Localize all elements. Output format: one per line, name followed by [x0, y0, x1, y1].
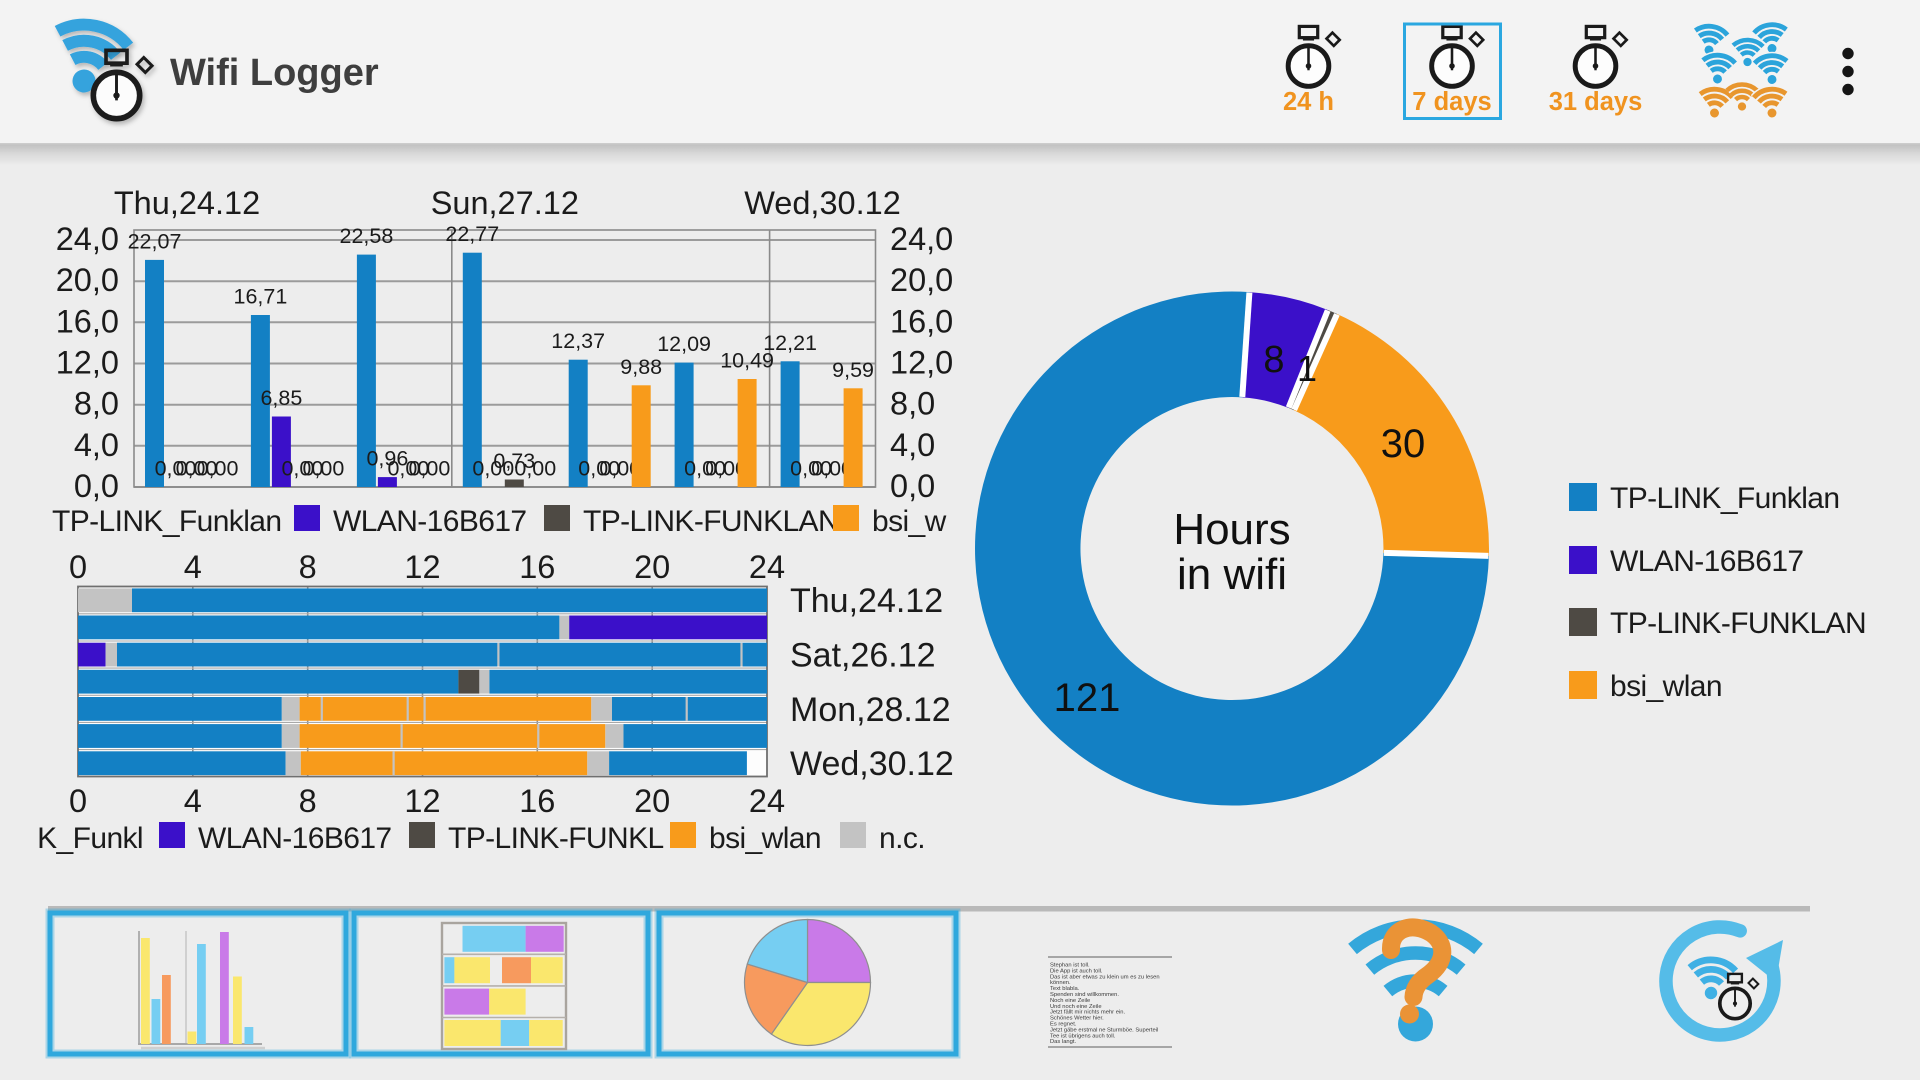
svg-text:8: 8	[299, 783, 317, 819]
svg-text:12,21: 12,21	[763, 331, 817, 355]
svg-text:20,0: 20,0	[56, 262, 119, 298]
svg-text:0,00: 0,00	[514, 457, 556, 481]
svg-text:0,00: 0,00	[281, 457, 323, 481]
svg-text:können.: können.	[1050, 980, 1071, 986]
svg-text:8: 8	[299, 549, 317, 585]
svg-text:Stephan ist toll.: Stephan ist toll.	[1050, 963, 1090, 969]
svg-text:0,96: 0,96	[366, 447, 408, 471]
svg-text:Und noch eine Zeile: Und noch eine Zeile	[1050, 1004, 1102, 1010]
svg-text:0,00: 0,00	[790, 457, 832, 481]
svg-text:WLAN-16B617: WLAN-16B617	[1610, 545, 1804, 578]
svg-text:0,00: 0,00	[197, 457, 239, 481]
svg-text:24 h: 24 h	[1283, 88, 1334, 116]
svg-text:Text blabla.: Text blabla.	[1050, 986, 1080, 992]
svg-text:4,0: 4,0	[890, 427, 935, 463]
svg-text:22,58: 22,58	[339, 224, 393, 248]
svg-text:0: 0	[69, 549, 87, 585]
svg-text:1: 1	[1297, 348, 1317, 389]
svg-text:16,0: 16,0	[890, 303, 953, 339]
svg-text:7 days: 7 days	[1412, 88, 1491, 116]
svg-text:Thu,24.12: Thu,24.12	[114, 185, 260, 221]
svg-text:Jetzt gäbe erstmal ne Sturmböe: Jetzt gäbe erstmal ne Sturmböe. Supertei…	[1050, 1027, 1158, 1033]
svg-text:Wed,30.12: Wed,30.12	[790, 745, 954, 783]
svg-text:Wifi Logger: Wifi Logger	[170, 52, 379, 94]
svg-text:0,00: 0,00	[302, 457, 344, 481]
svg-text:Tee ist übrigens auch toll.: Tee ist übrigens auch toll.	[1050, 1033, 1116, 1039]
svg-text:0,00: 0,00	[387, 457, 429, 481]
svg-text:0,00: 0,00	[472, 457, 514, 481]
svg-text:0,0: 0,0	[74, 468, 119, 504]
svg-text:bsi_wlan: bsi_wlan	[709, 822, 821, 855]
svg-text:Sat,26.12: Sat,26.12	[790, 637, 936, 675]
svg-text:10,49: 10,49	[720, 349, 774, 373]
svg-text:0,00: 0,00	[176, 457, 218, 481]
svg-text:0,0: 0,0	[890, 468, 935, 504]
svg-text:4: 4	[184, 549, 202, 585]
svg-text:Jetzt fällt mir nichts mehr ei: Jetzt fällt mir nichts mehr ein.	[1050, 1010, 1125, 1016]
svg-text:TP-LINK_Funklan: TP-LINK_Funklan	[1610, 482, 1839, 515]
svg-text:0: 0	[69, 783, 87, 819]
svg-text:12,0: 12,0	[890, 345, 953, 381]
svg-text:8,0: 8,0	[74, 386, 119, 422]
svg-text:4,0: 4,0	[74, 427, 119, 463]
svg-text:Hours: Hours	[1173, 505, 1290, 554]
svg-text:16,71: 16,71	[233, 285, 287, 309]
svg-text:Die App ist auch toll.: Die App ist auch toll.	[1050, 968, 1103, 974]
svg-text:Noch eine Zeile: Noch eine Zeile	[1050, 998, 1090, 1004]
svg-text:Spenden sind willkommen.: Spenden sind willkommen.	[1050, 992, 1119, 998]
svg-text:TP-LINK-FUNKLAN: TP-LINK-FUNKLAN	[1610, 607, 1866, 640]
svg-text:0,00: 0,00	[155, 457, 197, 481]
svg-text:WLAN-16B617: WLAN-16B617	[198, 822, 392, 855]
svg-text:K_Funkl: K_Funkl	[37, 822, 143, 855]
svg-text:TP-LINK-FUNKLAN: TP-LINK-FUNKLAN	[583, 505, 839, 538]
svg-text:8,0: 8,0	[890, 386, 935, 422]
svg-text:12: 12	[404, 783, 440, 819]
svg-text:0,00: 0,00	[578, 457, 620, 481]
svg-text:Sun,27.12: Sun,27.12	[431, 185, 579, 221]
svg-text:16: 16	[519, 549, 555, 585]
svg-text:30: 30	[1381, 422, 1426, 466]
svg-text:16,0: 16,0	[56, 303, 119, 339]
svg-text:12,09: 12,09	[657, 332, 711, 356]
svg-text:bsi_wlan: bsi_wlan	[1610, 670, 1722, 703]
svg-text:bsi_w: bsi_w	[872, 505, 947, 538]
svg-text:9,88: 9,88	[620, 355, 662, 379]
svg-text:24: 24	[749, 783, 785, 819]
svg-text:Mon,28.12: Mon,28.12	[790, 691, 951, 729]
svg-text:4: 4	[184, 783, 202, 819]
svg-text:22,77: 22,77	[445, 222, 499, 246]
svg-text:WLAN-16B617: WLAN-16B617	[333, 505, 527, 538]
svg-text:Das langt.: Das langt.	[1050, 1039, 1076, 1045]
svg-text:16: 16	[519, 783, 555, 819]
svg-text:22,07: 22,07	[128, 229, 182, 253]
svg-text:0,73: 0,73	[493, 449, 535, 473]
svg-text:Es regnet.: Es regnet.	[1050, 1022, 1077, 1028]
svg-text:8: 8	[1263, 339, 1284, 381]
svg-text:12,0: 12,0	[56, 345, 119, 381]
svg-text:TP-LINK_Funklan: TP-LINK_Funklan	[52, 505, 281, 538]
svg-text:0,00: 0,00	[684, 457, 726, 481]
svg-text:n.c.: n.c.	[879, 822, 925, 855]
svg-text:20: 20	[634, 549, 670, 585]
svg-text:12,37: 12,37	[551, 329, 605, 353]
svg-text:Das ist aber etwas zu klein um: Das ist aber etwas zu klein um es zu les…	[1050, 974, 1160, 980]
svg-text:121: 121	[1054, 676, 1121, 720]
svg-text:0,00: 0,00	[408, 457, 450, 481]
svg-text:in wifi: in wifi	[1177, 550, 1287, 599]
svg-text:24,0: 24,0	[890, 221, 953, 257]
svg-text:24: 24	[749, 549, 785, 585]
svg-text:12: 12	[404, 549, 440, 585]
svg-text:20,0: 20,0	[890, 262, 953, 298]
svg-text:31 days: 31 days	[1549, 88, 1643, 116]
svg-text:24,0: 24,0	[56, 221, 119, 257]
svg-text:20: 20	[634, 783, 670, 819]
svg-text:Wed,30.12: Wed,30.12	[744, 185, 901, 221]
svg-text:Thu,24.12: Thu,24.12	[790, 582, 943, 620]
svg-text:TP-LINK-FUNKL: TP-LINK-FUNKL	[448, 822, 664, 855]
svg-text:Schönes Wetter hier.: Schönes Wetter hier.	[1050, 1016, 1104, 1022]
svg-text:9,59: 9,59	[832, 358, 874, 382]
svg-text:6,85: 6,85	[260, 386, 302, 410]
